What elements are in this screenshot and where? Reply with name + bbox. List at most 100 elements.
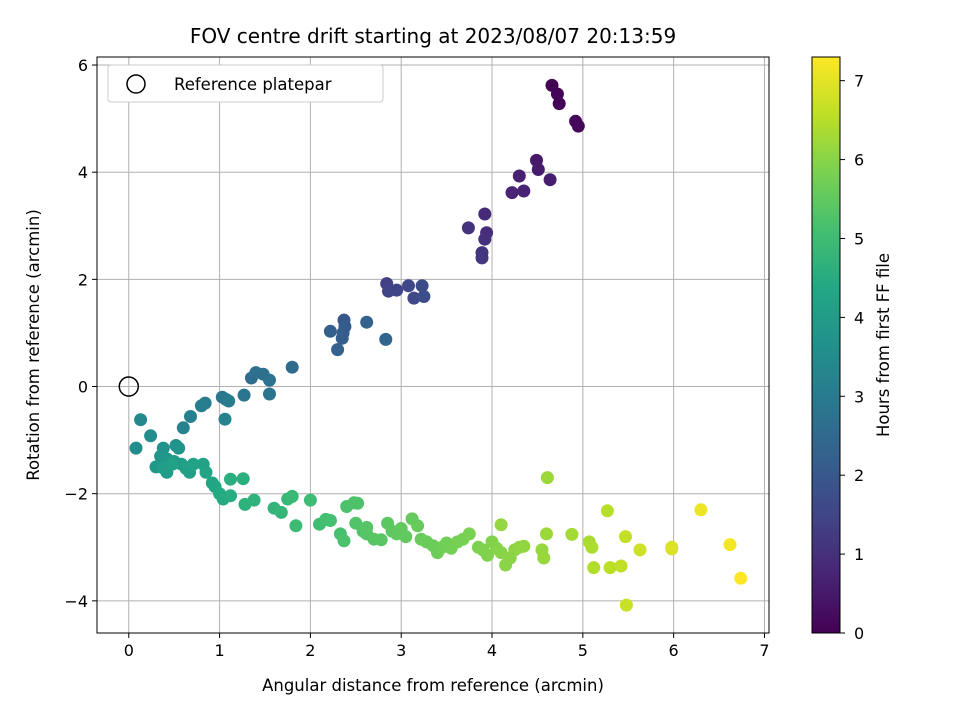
data-point [585, 540, 599, 554]
data-points [129, 78, 748, 612]
y-tick-label: 0 [78, 378, 88, 397]
x-axis-label: Angular distance from reference (arcmin) [262, 676, 604, 695]
data-point [505, 186, 519, 200]
data-point [411, 519, 425, 533]
data-point [537, 551, 551, 565]
y-tick-label: −2 [64, 485, 88, 504]
data-point [134, 413, 148, 427]
data-point [723, 538, 737, 552]
data-point [417, 290, 431, 303]
colorbar-tick-label: 7 [854, 72, 864, 91]
legend-box [107, 64, 384, 103]
y-axis-label: Rotation from reference (arcmin) [24, 209, 43, 481]
colorbar-tick-label: 2 [854, 466, 864, 485]
data-point [402, 279, 415, 293]
data-point [550, 87, 564, 101]
x-tick-label: 3 [396, 641, 406, 660]
data-point [461, 221, 475, 235]
data-point [247, 493, 261, 507]
colorbar-tick-label: 4 [854, 308, 864, 327]
data-point [633, 543, 647, 557]
colorbar-label: Hours from first FF file [874, 253, 893, 437]
colorbar: 0 1 2 3 4 5 6 7 Hours from first FF file [811, 56, 893, 643]
data-point [194, 399, 208, 413]
data-point [390, 283, 404, 297]
data-point [734, 571, 748, 585]
data-point [351, 496, 365, 510]
data-point [619, 530, 632, 544]
data-point [415, 279, 429, 293]
data-point [360, 520, 374, 534]
data-point [360, 315, 374, 329]
data-point [337, 534, 351, 548]
y-tick-label: 6 [78, 56, 88, 75]
x-tick-label: 7 [759, 641, 769, 660]
chart-title: FOV centre drift starting at 2023/08/07 … [190, 24, 676, 48]
data-point [494, 518, 508, 532]
grid [97, 57, 769, 633]
plot-frame [96, 56, 770, 634]
data-point [237, 388, 251, 402]
data-point [379, 332, 393, 346]
data-point [543, 173, 557, 187]
data-point [517, 539, 531, 553]
data-point [552, 97, 566, 111]
data-point [222, 394, 236, 408]
data-point [263, 387, 276, 401]
data-point [144, 429, 158, 443]
data-point [531, 163, 545, 176]
data-point [665, 542, 679, 556]
data-point [331, 343, 345, 357]
y-tick-label: 4 [78, 163, 88, 182]
data-point [478, 207, 492, 221]
data-point [475, 251, 489, 265]
colorbar-ticks: 0 1 2 3 4 5 6 7 [840, 72, 864, 643]
legend: Reference platepar [107, 64, 384, 103]
x-tick-label: 4 [487, 641, 497, 660]
data-point [335, 331, 349, 345]
data-point [540, 527, 553, 541]
data-point [224, 472, 237, 486]
x-tick-label: 6 [669, 641, 679, 660]
colorbar-tick-label: 3 [854, 387, 864, 406]
data-point [289, 519, 303, 533]
data-point [587, 561, 601, 575]
colorbar-tick-label: 1 [854, 545, 864, 564]
colorbar-tick-label: 0 [854, 624, 864, 643]
x-tick-label: 1 [215, 641, 225, 660]
data-point [224, 489, 237, 503]
data-point [199, 465, 213, 479]
data-point [399, 530, 413, 544]
data-point [186, 457, 200, 471]
data-point [571, 119, 585, 133]
colorbar-gradient [811, 56, 841, 634]
data-point [165, 457, 179, 471]
data-point [285, 489, 299, 503]
axis-ticks: 0 1 2 3 4 5 6 7 −4 −2 0 2 4 6 [64, 56, 769, 660]
colorbar-tick-label: 5 [854, 229, 864, 248]
colorbar-tick-label: 6 [854, 151, 864, 170]
reference-point [118, 376, 140, 397]
data-point [478, 232, 492, 246]
y-tick-label: −4 [64, 592, 88, 611]
data-point [481, 548, 494, 562]
data-point [323, 514, 337, 527]
data-point [303, 493, 317, 507]
data-point [176, 421, 190, 435]
data-point [218, 412, 232, 426]
data-point [285, 360, 299, 374]
data-point [512, 169, 526, 183]
reference-marker [118, 376, 140, 397]
x-tick-label: 0 [124, 641, 134, 660]
data-point [462, 527, 476, 541]
data-point [614, 559, 628, 573]
data-point [407, 291, 421, 305]
data-point [263, 373, 276, 387]
data-point [323, 324, 337, 338]
x-tick-label: 5 [578, 641, 588, 660]
data-point [565, 527, 579, 541]
data-point [129, 441, 143, 455]
data-point [540, 471, 554, 485]
data-point [184, 410, 197, 423]
